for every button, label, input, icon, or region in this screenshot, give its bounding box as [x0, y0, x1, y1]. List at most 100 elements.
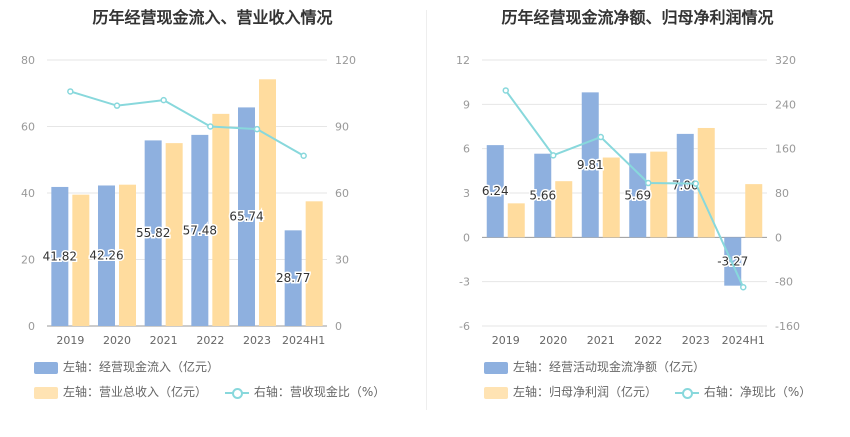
left-right-tick-label: 60 [335, 187, 349, 200]
legend-item-cash-inflow[interactable]: 左轴：经营现金流入（亿元） [34, 358, 219, 375]
left-bar-data-label: 65.74 [229, 210, 263, 224]
right-legend-row-1: 左轴：经营活动现金流净额（亿元） [484, 358, 719, 375]
left-right-tick-label: 0 [335, 320, 342, 333]
left-ratio-point [253, 125, 261, 133]
right-ratio-line [504, 89, 745, 288]
right-category-label: 2024H1 [722, 334, 765, 347]
legend-swatch-net-profit [484, 386, 508, 399]
legend-item-net-operating-cash[interactable]: 左轴：经营活动现金流净额（亿元） [484, 358, 705, 375]
right-bar-data-label: 5.69 [624, 188, 651, 202]
left-chart-plot: 0 0 20 30 40 60 60 90 80 120 41.82 42.26 55.82 57.48 6… [21, 54, 356, 347]
legend-item-net-cash-ratio[interactable]: 右轴：净现比（%） [674, 383, 812, 400]
legend-label-net-operating-cash: 左轴：经营活动现金流净额（亿元） [513, 360, 706, 374]
right-bar-primary [629, 153, 647, 238]
right-bar-primary [534, 153, 552, 238]
left-left-tick-label: 20 [21, 254, 35, 267]
left-ratio-line [70, 90, 305, 157]
right-left-tick-label: 9 [463, 98, 470, 111]
right-right-tick-label: 160 [775, 143, 796, 156]
right-bar-primary [581, 92, 599, 238]
legend-swatch-cash-revenue-ratio [224, 387, 249, 399]
left-ratio-point [113, 102, 121, 109]
left-chart-panel: 历年经营现金流入、营业收入情况 0 0 20 30 40 60 60 90 80 120 41.82… [21, 8, 399, 400]
left-bar-data-label: 57.48 [183, 223, 217, 237]
left-right-tick-label: 90 [335, 121, 349, 134]
left-ratio-point [160, 96, 167, 104]
right-bar-secondary [507, 203, 525, 238]
left-category-label: 2024H1 [282, 334, 325, 347]
left-category-label: 2021 [150, 334, 178, 347]
left-category-label: 2020 [103, 334, 131, 347]
right-bar-data-label: 5.66 [529, 189, 556, 203]
right-category-label: 2023 [682, 334, 710, 347]
right-right-tick-label: 320 [775, 54, 796, 67]
left-legend-row-1: 左轴：经营现金流入（亿元） [34, 358, 233, 375]
legend-swatch-revenue [34, 386, 58, 399]
left-bar-secondary [305, 201, 323, 326]
right-bar-secondary [555, 181, 573, 238]
left-bar-primary [191, 134, 209, 326]
right-left-tick-label: 3 [463, 187, 470, 200]
right-bar-secondary [602, 157, 620, 238]
legend-label-net-cash-ratio: 右轴：净现比（%） [703, 385, 812, 399]
right-right-tick-label: 240 [775, 98, 796, 111]
right-chart-plot: -6 -160 -3 -80 0 0 3 80 6 160 9 240 12 320 6.24 5.66 9.8… [456, 54, 800, 347]
legend-label-cash-inflow: 左轴：经营现金流入（亿元） [63, 360, 220, 374]
left-bar-primary [144, 140, 162, 326]
left-ratio-point [300, 152, 307, 160]
left-right-tick-label: 30 [335, 254, 349, 267]
right-bar-data-label: 7.00 [672, 179, 699, 193]
legend-item-revenue[interactable]: 左轴：营业总收入（亿元） [34, 383, 207, 400]
right-ratio-point [692, 180, 699, 187]
legend-item-net-profit[interactable]: 左轴：归母净利润（亿元） [484, 383, 657, 400]
legend-label-net-profit: 左轴：归母净利润（亿元） [513, 385, 658, 399]
legend-swatch-cash-inflow [34, 361, 58, 374]
left-bar-secondary [72, 194, 90, 326]
right-category-label: 2022 [634, 334, 662, 347]
left-left-tick-label: 60 [21, 121, 35, 134]
left-chart-title: 历年经营现金流入、营业收入情况 [92, 8, 333, 27]
left-bar-secondary [212, 113, 230, 327]
left-bar-secondary [259, 79, 276, 326]
legend-label-cash-revenue-ratio: 右轴：营收现金比（%） [253, 385, 386, 399]
left-category-label: 2023 [243, 334, 271, 347]
right-chart-panel: 历年经营现金流净额、归母净利润情况 -6 -160 -3 -80 0 0 3 80 6 160 9 2… [425, 0, 850, 437]
left-bar-secondary [165, 143, 183, 326]
left-bar-data-label: 41.82 [43, 249, 77, 263]
left-bar-primary [238, 107, 255, 327]
right-ratio-point [597, 133, 604, 141]
right-left-tick-label: 12 [456, 54, 470, 67]
legend-label-revenue: 左轴：营业总收入（亿元） [63, 385, 208, 399]
panel-divider [426, 10, 427, 410]
left-left-tick-label: 40 [21, 187, 35, 200]
left-bar-primary [284, 230, 302, 326]
left-ratio-point [207, 123, 214, 130]
legend-swatch-net-cash-ratio [674, 387, 699, 399]
right-left-tick-label: -6 [459, 320, 470, 333]
right-left-tick-label: 6 [463, 143, 470, 156]
right-category-label: 2021 [587, 334, 615, 347]
left-ratio-point [67, 88, 74, 95]
left-bar-primary [98, 185, 115, 326]
right-ratio-point [550, 152, 557, 159]
right-left-tick-label: 0 [463, 231, 470, 244]
left-legend-row-2: 左轴：营业总收入（亿元） 右轴：营收现金比（%） [34, 383, 399, 400]
left-right-tick-label: 120 [335, 54, 356, 67]
legend-item-cash-revenue-ratio[interactable]: 右轴：营收现金比（%） [224, 383, 386, 400]
right-bar-primary [676, 133, 694, 238]
left-bar-secondary [119, 184, 136, 326]
right-bar-secondary [745, 184, 763, 238]
right-legend-row-2: 左轴：归母净利润（亿元） 右轴：净现比（%） [484, 383, 825, 400]
right-chart-title: 历年经营现金流净额、归母净利润情况 [501, 8, 774, 27]
left-bar-data-label: 55.82 [136, 226, 170, 240]
right-left-tick-label: -3 [459, 276, 470, 289]
right-bar-data-label: -3.27 [717, 254, 748, 268]
left-left-tick-label: 80 [21, 54, 35, 67]
right-bar-secondary [697, 127, 715, 238]
right-right-tick-label: 0 [775, 231, 782, 244]
right-ratio-point [740, 283, 747, 291]
right-category-label: 2020 [539, 334, 567, 347]
right-category-label: 2019 [492, 334, 520, 347]
left-bar-primary [51, 186, 69, 326]
right-right-tick-label: -80 [775, 276, 793, 289]
